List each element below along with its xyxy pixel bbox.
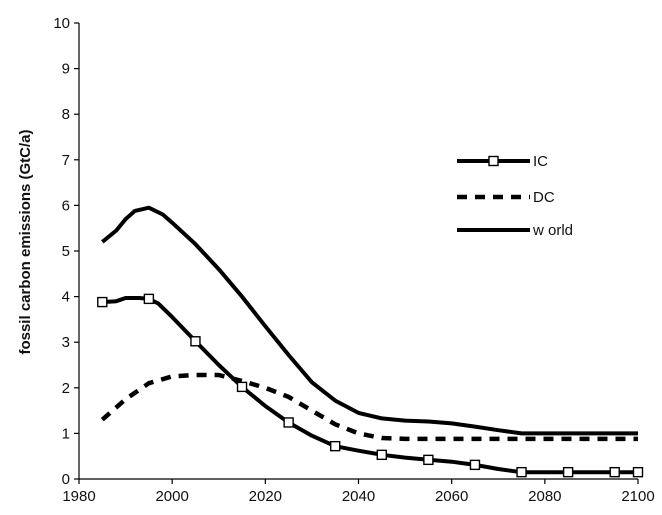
series-line-0 (102, 296, 638, 475)
y-tick-label: 9 (62, 61, 70, 78)
x-tick-label: 2080 (528, 488, 561, 505)
ic-marker (190, 336, 201, 347)
y-tick-label: 6 (62, 197, 70, 214)
ic-marker (97, 296, 108, 308)
legend-label-0: IC (533, 153, 548, 170)
series-line-1 (100, 372, 638, 442)
x-tick-label: 2040 (342, 488, 375, 505)
x-tick-label: 2000 (155, 488, 188, 505)
ic-marker (609, 466, 620, 478)
ic-marker (376, 449, 387, 461)
y-tick-label: 7 (62, 152, 70, 169)
series-line-2 (101, 205, 638, 436)
ic-marker (236, 381, 248, 393)
x-tick-label: 2060 (435, 488, 468, 505)
ic-marker (283, 417, 294, 428)
ic-marker (143, 293, 155, 305)
ic-marker (632, 466, 644, 478)
y-tick-label: 8 (62, 106, 70, 123)
ic-marker (562, 466, 574, 478)
y-tick-label: 5 (62, 243, 70, 260)
legend-label-2: w orld (532, 222, 573, 239)
series-layer (97, 205, 644, 478)
y-tick-label: 1 (62, 425, 70, 442)
axes: 0 1 2 3 4 5 6 7 8 9 10 1980 2000 2020 2040 2060 2080 2100 (53, 15, 654, 505)
y-tick-label: 10 (53, 15, 70, 32)
ic-marker (330, 440, 341, 452)
y-tick-label: 3 (62, 334, 70, 351)
legend-marker (488, 155, 499, 167)
y-tick-label: 4 (62, 289, 70, 306)
legend: IC DC w orld (451, 144, 583, 256)
ic-marker (469, 459, 481, 471)
ic-marker (423, 454, 434, 466)
y-tick-label: 2 (62, 380, 70, 397)
y-axis-title: fossil carbon emissions (GtC/a) (17, 129, 34, 354)
x-tick-label: 1980 (62, 488, 95, 505)
x-tick-label: 2100 (621, 488, 654, 505)
x-tick-label: 2020 (249, 488, 282, 505)
legend-label-1: DC (533, 189, 555, 206)
ic-marker (516, 466, 527, 478)
y-tick-label: 0 (62, 471, 70, 488)
